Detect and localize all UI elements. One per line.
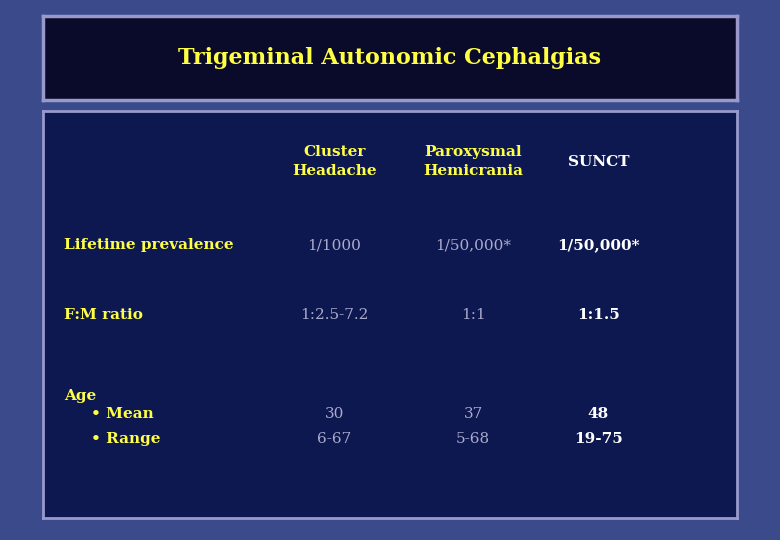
Text: 1/50,000*: 1/50,000* — [435, 238, 512, 252]
Text: 1:1: 1:1 — [461, 308, 486, 321]
Text: 1/50,000*: 1/50,000* — [557, 238, 640, 252]
Text: • Mean: • Mean — [91, 408, 154, 421]
Text: 1:1.5: 1:1.5 — [577, 308, 619, 321]
Text: Trigeminal Autonomic Cephalgias: Trigeminal Autonomic Cephalgias — [179, 47, 601, 69]
Text: 37: 37 — [463, 408, 483, 421]
Text: • Range: • Range — [91, 432, 161, 446]
Text: F:M ratio: F:M ratio — [64, 308, 143, 321]
Text: 1:2.5-7.2: 1:2.5-7.2 — [300, 308, 369, 321]
Text: Paroxysmal
Hemicrania: Paroxysmal Hemicrania — [424, 145, 523, 178]
Text: SUNCT: SUNCT — [568, 154, 629, 168]
Text: 5-68: 5-68 — [456, 432, 491, 446]
Text: 19-75: 19-75 — [574, 432, 622, 446]
Text: 1/1000: 1/1000 — [307, 238, 361, 252]
Text: Lifetime prevalence: Lifetime prevalence — [64, 238, 233, 252]
Text: Age: Age — [64, 389, 96, 403]
Text: 30: 30 — [324, 408, 344, 421]
Text: 48: 48 — [587, 408, 609, 421]
Text: Cluster
Headache: Cluster Headache — [292, 145, 377, 178]
Text: 6-67: 6-67 — [317, 432, 352, 446]
